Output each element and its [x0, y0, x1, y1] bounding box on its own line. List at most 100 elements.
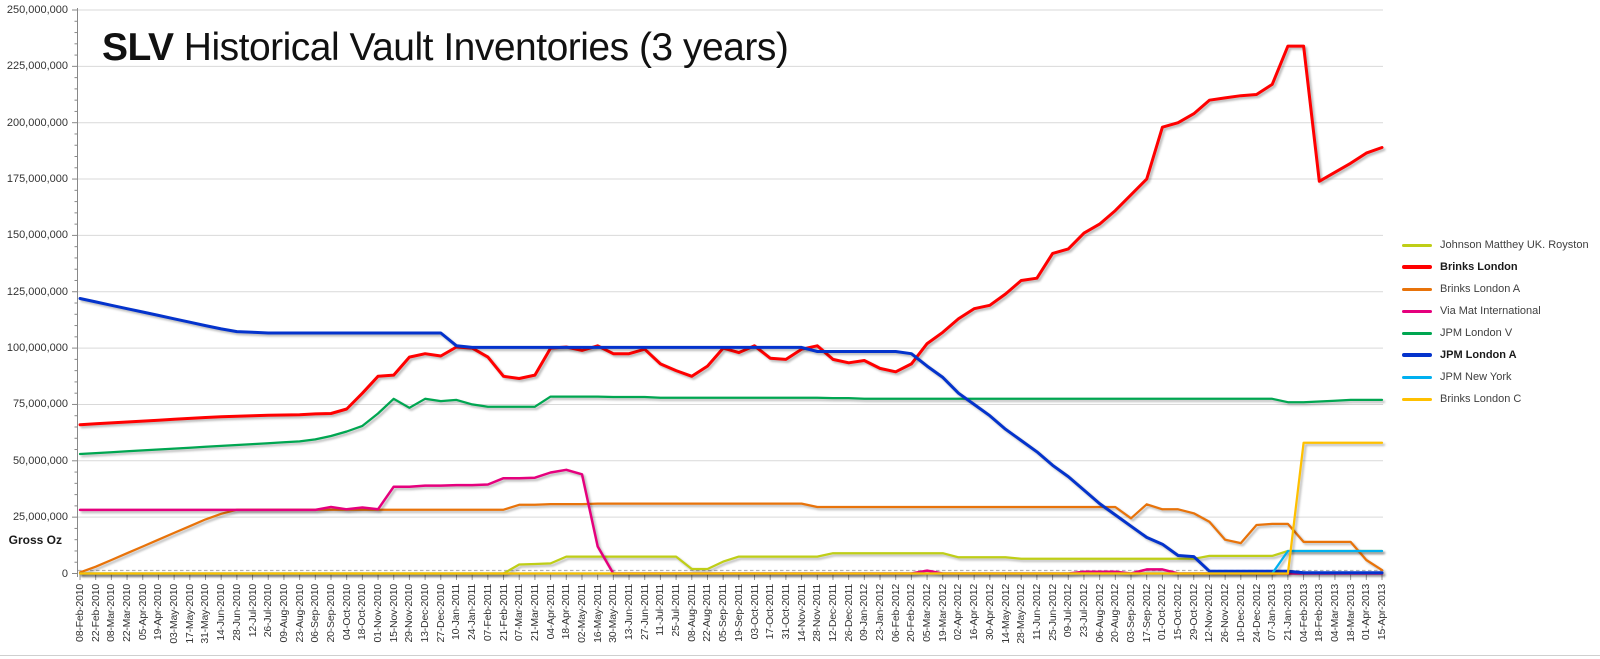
series-line-johnson-matthey-uk-royston	[78, 549, 1384, 575]
y-axis-label: 0	[61, 567, 68, 580]
x-axis-label: 23-Aug-2010	[293, 584, 306, 643]
x-axis-label: 17-Oct-2011	[764, 584, 777, 640]
x-axis-label: 08-Mar-2010	[105, 584, 118, 642]
x-axis-label: 19-Apr-2010	[152, 584, 165, 641]
legend-label: Brinks London A	[1440, 283, 1521, 295]
chart-title-text: Historical Vault Inventories (3 years)	[173, 26, 789, 69]
x-axis-label: 26-Dec-2011	[842, 584, 855, 642]
x-axis-label: 04-Feb-2013	[1297, 584, 1310, 642]
x-axis-label: 26-Nov-2012	[1219, 584, 1232, 643]
legend: Johnson Matthey UK. Royston Brinks London…	[1402, 234, 1589, 410]
x-axis-label: 27-Dec-2010	[434, 584, 447, 643]
x-axis-label: 04-Mar-2013	[1328, 584, 1341, 642]
x-axis-label: 29-Nov-2010	[403, 584, 416, 643]
x-axis-label: 23-Jan-2012	[874, 584, 887, 641]
legend-item: JPM London V	[1402, 322, 1589, 344]
legend-item: Brinks London A	[1402, 278, 1589, 300]
x-axis-label: 19-Mar-2012	[936, 584, 949, 642]
legend-line-swatch	[1402, 353, 1432, 357]
y-axis-label: 250,000,000	[6, 4, 68, 16]
x-axis-label: 01-Apr-2013	[1360, 584, 1373, 641]
x-axis-label: 20-Feb-2012	[905, 584, 918, 642]
legend-line-swatch	[1402, 375, 1432, 379]
legend-line-swatch	[1402, 287, 1432, 291]
legend-label: Brinks London C	[1440, 393, 1522, 405]
x-axis-label: 29-Oct-2012	[1187, 584, 1200, 641]
x-axis-label: 30-Apr-2012	[983, 584, 996, 641]
x-axis-label: 20-Sep-2010	[324, 584, 337, 643]
x-axis-label: 06-Sep-2010	[309, 584, 322, 643]
x-axis-label: 24-Jan-2011	[466, 584, 479, 640]
legend-item: JPM New York	[1402, 366, 1589, 388]
x-axis-label: 28-May-2012	[1015, 584, 1028, 644]
series-line-jpm-new-york	[78, 549, 1384, 575]
x-axis-label: 22-Feb-2010	[89, 584, 102, 642]
legend-label: JPM New York	[1440, 371, 1512, 383]
x-axis-label: 18-Apr-2011	[560, 584, 573, 640]
x-axis-label: 19-Sep-2011	[732, 584, 745, 642]
legend-label: JPM London V	[1440, 327, 1513, 339]
x-axis-label: 25-Jun-2012	[1046, 584, 1059, 641]
x-axis-label: 21-Feb-2011	[497, 584, 510, 642]
legend-line-swatch	[1402, 309, 1432, 313]
legend-item: Brinks London C	[1402, 388, 1589, 410]
x-axis-label: 01-Oct-2012	[1156, 584, 1169, 641]
legend-line-swatch	[1402, 265, 1432, 269]
x-axis-label: 16-Apr-2012	[968, 584, 981, 641]
x-axis-label: 23-Jul-2012	[1077, 584, 1090, 638]
x-axis-label: 12-Jul-2010	[246, 584, 259, 638]
series-line-brinks-london-c	[78, 441, 1384, 575]
x-axis-label: 07-Feb-2011	[481, 584, 494, 642]
x-axis-label: 25-Jul-2011	[670, 584, 683, 637]
x-axis-label: 31-Oct-2011	[779, 584, 792, 640]
legend-item: Johnson Matthey UK. Royston	[1402, 234, 1589, 256]
x-axis-label: 02-May-2011	[575, 584, 588, 643]
x-axis-label: 24-Dec-2012	[1250, 584, 1263, 643]
x-axis-label: 16-May-2011	[591, 584, 604, 643]
x-axis-label: 15-Nov-2010	[387, 584, 400, 643]
y-axis-label: 200,000,000	[6, 116, 68, 129]
x-axis-label: 13-Jun-2011	[623, 584, 636, 640]
y-axis-label: 50,000,000	[12, 454, 68, 467]
y-axis-label: 175,000,000	[6, 173, 68, 186]
legend-label: Johnson Matthey UK. Royston	[1440, 239, 1589, 251]
legend-item: JPM London A	[1402, 344, 1589, 366]
x-axis-label: 15-Oct-2012	[1172, 584, 1185, 641]
x-axis-label: 28-Nov-2011	[811, 584, 824, 642]
series-line-jpm-london-v	[78, 395, 1384, 456]
x-axis-label: 17-Sep-2012	[1140, 584, 1153, 643]
x-axis-label: 21-Mar-2011	[528, 584, 541, 642]
x-axis-label: 02-Apr-2012	[952, 584, 965, 641]
x-axis-label: 05-Sep-2011	[717, 584, 730, 642]
legend-line-swatch	[1402, 331, 1432, 335]
legend-line-swatch	[1402, 397, 1432, 401]
x-axis-label: 07-Jan-2013	[1266, 584, 1279, 641]
x-axis-label: 12-Dec-2011	[826, 584, 839, 642]
legend-line-swatch	[1402, 243, 1432, 247]
series-line-brinks-london	[78, 44, 1384, 427]
x-axis-label: 01-Nov-2010	[372, 584, 385, 643]
x-axis-label: 20-Aug-2012	[1109, 584, 1122, 643]
y-axis-label: 150,000,000	[6, 229, 68, 242]
legend-label: JPM London A	[1440, 349, 1517, 361]
y-axis-label: 75,000,000	[12, 398, 68, 411]
x-axis-label: 12-Nov-2012	[1203, 584, 1216, 643]
x-axis-label: 26-Jul-2010	[262, 584, 275, 638]
x-axis-label: 09-Aug-2010	[277, 584, 290, 643]
x-axis-label: 04-Oct-2010	[340, 584, 353, 641]
x-axis-label: 14-May-2012	[999, 584, 1012, 644]
x-axis-label: 22-Aug-2011	[701, 584, 714, 642]
x-axis-label: 28-Jun-2010	[230, 584, 243, 641]
x-axis-label: 14-Jun-2010	[215, 584, 228, 641]
x-axis-label: 05-Apr-2010	[136, 584, 149, 641]
x-axis-label: 08-Feb-2010	[74, 584, 86, 642]
x-axis-label: 22-Mar-2010	[121, 584, 134, 642]
legend-item: Brinks London	[1402, 256, 1589, 278]
x-axis-label: 10-Dec-2012	[1234, 584, 1247, 643]
series-line-jpm-london-a	[78, 297, 1384, 575]
bottom-edge-divider	[0, 655, 1600, 656]
x-axis-label: 27-Jun-2011	[638, 584, 651, 640]
x-axis-label: 08-Aug-2011	[685, 584, 698, 642]
x-axis-label: 04-Apr-2011	[544, 584, 557, 640]
